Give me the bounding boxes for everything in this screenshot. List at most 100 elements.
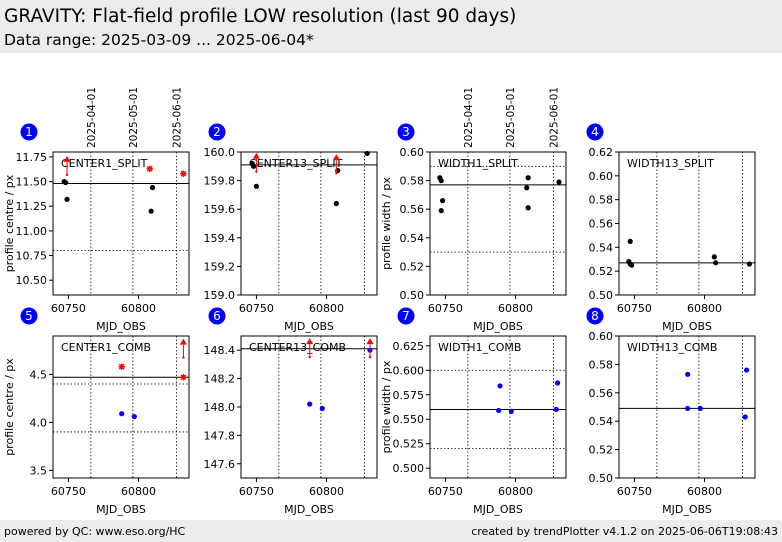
data-point — [148, 208, 154, 214]
y-tick-label: 0.500 — [393, 462, 425, 475]
x-tick-label: 60800 — [498, 485, 533, 498]
panel-title: CENTER13_SPLIT — [249, 157, 343, 170]
date-tick-label: 2025-05-01 — [505, 87, 517, 148]
data-point — [319, 405, 325, 412]
date-tick-label: 2025-06-01 — [171, 87, 183, 148]
y-tick-label: 0.54 — [589, 415, 614, 428]
y-tick-label: 11.50 — [16, 176, 48, 189]
data-point — [63, 179, 69, 186]
panel-number: 1 — [25, 125, 33, 139]
x-tick-label: 60800 — [687, 485, 722, 498]
panel-number: 3 — [402, 125, 410, 139]
y-tick-label: 0.54 — [400, 232, 425, 245]
y-tick-label: 0.54 — [589, 241, 614, 254]
outlier-arrow-marker — [179, 338, 187, 345]
data-point — [364, 150, 370, 157]
y-tick-label: 0.575 — [393, 389, 425, 402]
plot-frame — [618, 151, 756, 296]
footer-bar: powered by QC: www.eso.org/HC created by… — [0, 520, 782, 542]
y-tick-label: 0.600 — [393, 364, 425, 377]
panel-title: CENTER1_SPLIT — [61, 157, 148, 170]
panel-title: CENTER1_COMB — [61, 341, 151, 354]
y-tick-label: 3.5 — [30, 464, 48, 477]
outlier-star-marker — [146, 165, 153, 172]
x-axis-label: MJD_OBS — [96, 503, 146, 516]
panel-number-badge — [20, 123, 38, 141]
plot-frame — [240, 151, 378, 296]
y-tick-label: 0.50 — [589, 289, 614, 302]
data-point — [697, 405, 703, 412]
y-axis-label: profile width / px — [380, 177, 393, 270]
data-point — [746, 261, 752, 267]
page-title: GRAVITY: Flat-field profile LOW resoluti… — [4, 6, 517, 27]
panel-number-badge — [208, 123, 226, 141]
y-tick-label: 148.2 — [204, 373, 236, 386]
data-point — [438, 208, 444, 214]
panel-number-badge — [208, 307, 226, 325]
y-tick-label: 0.52 — [400, 260, 425, 273]
data-point — [713, 260, 719, 266]
panel-number-badge — [586, 123, 604, 141]
panel-title: WIDTH1_COMB — [438, 341, 521, 354]
y-tick-label: 0.56 — [589, 387, 614, 400]
plot-frame — [429, 151, 567, 296]
x-tick-label: 60800 — [498, 302, 533, 315]
panel-number: 2 — [213, 125, 221, 139]
outlier-star-marker — [180, 374, 187, 381]
y-tick-label: 0.50 — [400, 289, 425, 302]
x-tick-label: 60800 — [121, 302, 156, 315]
y-axis-label: profile width / px — [380, 360, 393, 453]
data-point — [524, 185, 530, 191]
data-point — [119, 411, 125, 417]
outlier-arrow-tail — [182, 356, 185, 359]
x-tick-label: 60750 — [51, 485, 86, 498]
x-tick-label: 60800 — [309, 485, 344, 498]
outlier-star-marker — [180, 170, 187, 177]
outlier-arrow-tail — [335, 171, 338, 175]
footer-created: created by trendPlotter v4.1.2 on 2025-0… — [471, 525, 778, 538]
y-tick-label: 159.4 — [204, 232, 236, 245]
x-axis-label: MJD_OBS — [662, 503, 712, 516]
y-tick-label: 0.58 — [400, 175, 425, 188]
x-tick-label: 60750 — [239, 302, 274, 315]
y-tick-label: 0.58 — [589, 358, 614, 371]
y-tick-label: 10.75 — [16, 250, 48, 263]
data-point — [627, 238, 633, 244]
x-tick-label: 60800 — [309, 302, 344, 315]
plot-frame — [52, 151, 190, 296]
panel-number: 8 — [591, 309, 599, 323]
outlier-arrow-marker — [306, 338, 314, 345]
y-axis-label: profile centre / px — [3, 174, 16, 272]
x-tick-label: 60750 — [617, 485, 652, 498]
y-tick-label: 0.550 — [393, 413, 425, 426]
plot-frame — [618, 335, 756, 479]
y-axis-label: profile centre / px — [3, 358, 16, 456]
panel-title: WIDTH1_SPLIT — [438, 157, 518, 170]
data-point — [525, 205, 531, 211]
panel-title: CENTER13_COMB — [249, 341, 346, 354]
y-tick-label: 11.25 — [16, 200, 48, 213]
data-point — [253, 183, 260, 189]
outlier-arrow-tail — [65, 173, 69, 177]
y-tick-label: 0.52 — [589, 444, 614, 457]
x-axis-label: MJD_OBS — [284, 503, 334, 516]
x-axis-label: MJD_OBS — [473, 320, 523, 333]
y-tick-label: 11.75 — [16, 151, 48, 164]
y-tick-label: 11.00 — [16, 225, 48, 238]
y-tick-label: 147.8 — [204, 429, 236, 442]
y-tick-label: 160.0 — [204, 146, 236, 159]
y-tick-label: 148.0 — [204, 401, 236, 414]
data-point — [685, 371, 691, 377]
data-point — [438, 178, 444, 184]
x-tick-label: 60750 — [239, 485, 274, 498]
data-point — [131, 413, 137, 420]
data-point — [711, 254, 717, 260]
panel-number-badge — [20, 307, 38, 325]
data-point — [333, 200, 339, 207]
x-tick-label: 60800 — [687, 302, 722, 315]
y-tick-label: 159.8 — [204, 175, 236, 188]
page-subtitle: Data range: 2025-03-09 ... 2025-06-04* — [4, 31, 314, 49]
data-point — [497, 383, 503, 389]
panel-title: WIDTH13_SPLIT — [627, 157, 714, 170]
outlier-star-marker — [118, 363, 125, 370]
